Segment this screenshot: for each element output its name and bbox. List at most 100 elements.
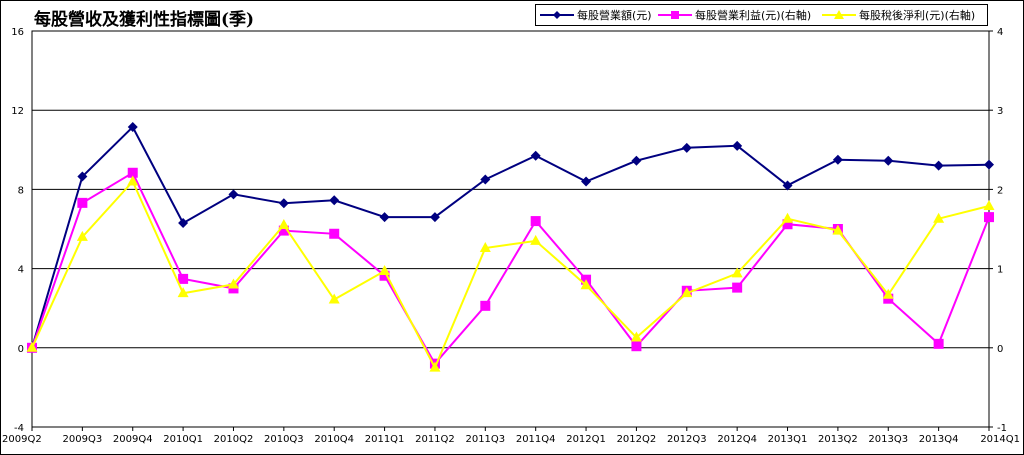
x-tick-label: 2009Q4 bbox=[113, 434, 153, 445]
x-tick-label: 2012Q1 bbox=[566, 434, 606, 445]
y-left-tick-label: 0 bbox=[18, 344, 24, 355]
y-left-tick-label: 4 bbox=[18, 265, 24, 276]
series-line-2 bbox=[31, 179, 990, 370]
x-tick-label: 2013Q2 bbox=[818, 434, 858, 445]
y-left-tick-label: 16 bbox=[11, 27, 24, 38]
y-right-tick-label: 2 bbox=[997, 185, 1003, 196]
data-point-square bbox=[77, 197, 88, 208]
data-point-square bbox=[480, 300, 491, 311]
x-tick-label: 2010Q3 bbox=[264, 434, 304, 445]
data-point-triangle bbox=[580, 279, 592, 290]
data-point-diamond bbox=[480, 174, 491, 185]
data-point-square bbox=[278, 225, 289, 236]
data-point-square bbox=[631, 341, 642, 352]
data-point-square bbox=[933, 338, 944, 349]
data-point-triangle bbox=[681, 287, 693, 298]
chart-legend: 每股營業額(元) 每股營業利益(元)(右軸) 每股稅後淨利(元)(右軸) bbox=[535, 4, 988, 26]
data-point-diamond bbox=[832, 154, 843, 165]
data-point-square bbox=[379, 270, 390, 281]
data-point-triangle bbox=[479, 242, 491, 253]
data-point-diamond bbox=[329, 195, 340, 206]
data-point-diamond bbox=[429, 212, 440, 223]
data-point-diamond bbox=[127, 122, 138, 133]
y-right-tick-label: 1 bbox=[997, 265, 1003, 276]
legend-swatch-diamond-icon bbox=[540, 11, 574, 19]
x-tick-label: 2011Q3 bbox=[465, 434, 505, 445]
data-point-diamond bbox=[228, 189, 239, 200]
x-tick-label: 2010Q1 bbox=[163, 434, 203, 445]
y-left-tick-label: 12 bbox=[11, 106, 24, 117]
x-tick-label: 2011Q2 bbox=[415, 434, 455, 445]
y-right-tick-label: -1 bbox=[997, 423, 1007, 434]
x-tick-label: 2014Q1 bbox=[980, 434, 1020, 445]
data-point-square bbox=[329, 228, 340, 239]
data-point-diamond bbox=[933, 160, 944, 171]
x-tick-label: 2011Q4 bbox=[516, 434, 556, 445]
data-point-triangle bbox=[227, 278, 239, 289]
y-right-tick-label: 4 bbox=[997, 27, 1003, 38]
data-point-square bbox=[732, 282, 743, 293]
data-point-square bbox=[127, 167, 138, 178]
data-point-square bbox=[782, 219, 793, 230]
data-point-diamond bbox=[581, 176, 592, 187]
data-point-triangle bbox=[983, 200, 995, 211]
data-point-triangle bbox=[177, 287, 189, 298]
data-point-triangle bbox=[731, 267, 743, 278]
legend-item-revenue: 每股營業額(元) bbox=[540, 5, 652, 25]
x-tick-label: 2012Q2 bbox=[617, 434, 657, 445]
x-tick-label: 2012Q3 bbox=[667, 434, 707, 445]
data-point-triangle bbox=[782, 212, 794, 223]
y-left-tick-label: 8 bbox=[18, 185, 24, 196]
data-point-triangle bbox=[530, 234, 542, 245]
data-point-diamond bbox=[278, 198, 289, 209]
data-point-triangle bbox=[832, 224, 844, 235]
data-point-triangle bbox=[328, 293, 340, 304]
data-point-diamond bbox=[631, 155, 642, 166]
legend-item-net-income: 每股稅後淨利(元)(右軸) bbox=[822, 5, 975, 25]
legend-item-operating-profit: 每股營業利益(元)(右軸) bbox=[658, 5, 811, 25]
data-point-square bbox=[178, 273, 189, 284]
x-tick-label: 2010Q4 bbox=[314, 434, 354, 445]
data-point-diamond bbox=[984, 159, 994, 170]
y-right-tick-label: 3 bbox=[997, 106, 1003, 117]
data-point-diamond bbox=[178, 218, 189, 229]
legend-label-revenue: 每股營業額(元) bbox=[577, 9, 652, 22]
x-tick-label: 2010Q2 bbox=[214, 434, 254, 445]
data-point-triangle bbox=[76, 230, 88, 241]
chart-title: 每股營收及獲利性指標圖(季) bbox=[34, 10, 255, 30]
data-point-diamond bbox=[883, 155, 894, 166]
data-point-triangle bbox=[630, 331, 642, 342]
data-point-triangle bbox=[882, 288, 894, 299]
legend-label-operating-profit: 每股營業利益(元)(右軸) bbox=[695, 9, 812, 22]
x-tick-label: 2011Q1 bbox=[365, 434, 405, 445]
data-point-triangle bbox=[127, 175, 139, 186]
data-point-triangle bbox=[429, 361, 441, 372]
data-point-triangle bbox=[26, 341, 38, 352]
x-tick-label: 2009Q3 bbox=[63, 434, 103, 445]
data-point-diamond bbox=[782, 180, 793, 191]
plot-area bbox=[31, 30, 990, 428]
data-point-triangle bbox=[379, 264, 391, 275]
data-point-diamond bbox=[530, 150, 541, 161]
x-tick-label: 2013Q1 bbox=[768, 434, 808, 445]
x-tick-label: 2012Q4 bbox=[717, 434, 757, 445]
legend-swatch-square-icon bbox=[658, 11, 692, 19]
data-point-diamond bbox=[681, 142, 692, 153]
data-point-triangle bbox=[278, 219, 290, 230]
y-left-tick-label: -4 bbox=[14, 423, 24, 434]
series-line-0 bbox=[31, 125, 990, 349]
x-tick-label: 2013Q3 bbox=[868, 434, 908, 445]
data-point-square bbox=[984, 212, 994, 223]
x-tick-label: 2009Q2 bbox=[2, 434, 42, 445]
y-right-tick-label: 0 bbox=[997, 344, 1003, 355]
data-point-diamond bbox=[379, 212, 390, 223]
data-point-diamond bbox=[732, 140, 743, 151]
data-point-square bbox=[530, 216, 541, 227]
x-tick-label: 2013Q4 bbox=[919, 434, 959, 445]
legend-swatch-triangle-icon bbox=[822, 10, 856, 19]
data-point-triangle bbox=[933, 212, 945, 223]
data-point-diamond bbox=[77, 171, 88, 182]
legend-label-net-income: 每股稅後淨利(元)(右軸) bbox=[859, 9, 976, 22]
